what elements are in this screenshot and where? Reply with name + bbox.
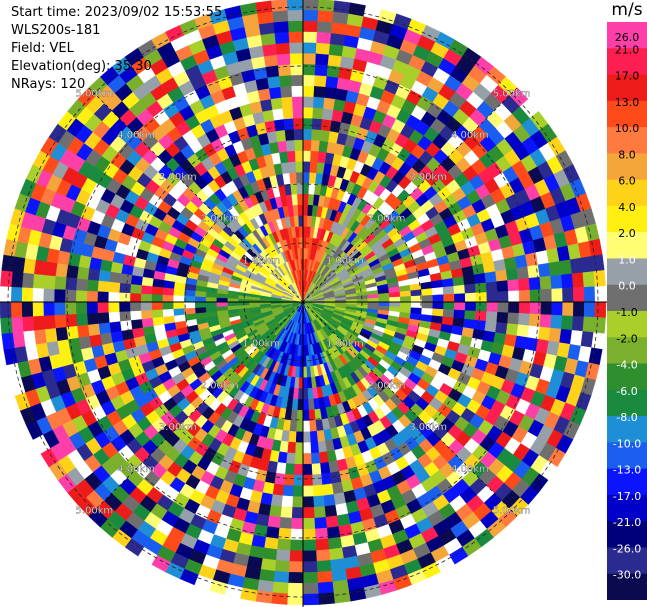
- diagonal-axis-line: [302, 301, 518, 517]
- colorbar-tick-label: -30.0: [613, 569, 641, 582]
- range-ring-label: 4.00km: [451, 464, 489, 475]
- range-ring-label: 1.00km: [242, 255, 280, 266]
- colorbar-swatch: [607, 389, 647, 417]
- range-ring-label: 4.00km: [117, 130, 155, 141]
- colorbar-swatch: [607, 311, 647, 338]
- colorbar-tick-label: -6.0: [616, 385, 637, 398]
- colorbar-tick-label: 2.0: [618, 227, 636, 240]
- colorbar-tick-label: 8.0: [618, 148, 636, 161]
- colorbar-tick-label: -17.0: [613, 490, 641, 503]
- colorbar-tick-label: 26.0: [615, 31, 640, 44]
- range-ring-label: 1.00km: [326, 255, 364, 266]
- range-ring-label: 2.00km: [368, 380, 406, 391]
- range-ring-label: 3.00km: [159, 172, 197, 183]
- colorbar-tick-label: -26.0: [613, 542, 641, 555]
- colorbar-tick-label: 17.0: [615, 70, 640, 83]
- elevation-label: Elevation(deg): 35.30: [11, 59, 152, 74]
- colorbar-tick-label: -4.0: [616, 359, 637, 372]
- range-ring-label: 4.00km: [117, 464, 155, 475]
- colorbar-swatch: [607, 337, 647, 365]
- colorbar-swatch: [607, 127, 647, 154]
- nrays-label: NRays: 120: [11, 77, 86, 92]
- instrument-label: WLS200s-181: [11, 23, 101, 38]
- colorbar-tick-label: -1.0: [616, 306, 637, 319]
- range-ring-label: 5.00km: [493, 88, 531, 99]
- colorbar-swatch: [607, 416, 647, 443]
- colorbar-tick-label: -2.0: [616, 332, 637, 345]
- colorbar-swatch: [607, 442, 647, 470]
- diagonal-axis-line: [88, 301, 304, 517]
- range-ring-label: 3.00km: [409, 172, 447, 183]
- colorbar-swatch: [607, 100, 647, 128]
- colorbar-tick-label: -13.0: [613, 464, 641, 477]
- range-ring-label: 3.00km: [409, 422, 447, 433]
- range-ring-label: 5.00km: [493, 506, 531, 517]
- colorbar-swatch: [607, 205, 647, 233]
- range-ring-label: 3.00km: [159, 422, 197, 433]
- colorbar-swatch: [607, 573, 647, 600]
- colorbar-swatch: [607, 179, 647, 207]
- ppi-velocity-plot: 1.00km 1.00km 1.00km 1.00km 2.00km 2.00km 2.00…: [0, 0, 607, 607]
- diagonal-axis-line: [302, 87, 518, 303]
- colorbar-tick-label: 4.0: [618, 201, 636, 214]
- field-label: Field: VEL: [11, 41, 74, 56]
- diagonal-axis-line: [88, 87, 304, 303]
- range-ring-label: 2.00km: [201, 380, 239, 391]
- start-time-label: Start time: 2023/09/02 15:53:55: [11, 5, 223, 20]
- colorbar-swatch: [607, 494, 647, 522]
- colorbar-tick-label: 21.0: [615, 43, 640, 56]
- colorbar-swatch: [607, 22, 647, 49]
- colorbar-tick-label: 6.0: [618, 175, 636, 188]
- colorbar-swatch: [607, 547, 647, 575]
- colorbar-swatch: [607, 284, 647, 312]
- colorbar-tick-label: 0.0: [618, 280, 636, 293]
- colorbar-title: m/s: [611, 0, 643, 20]
- colorbar-swatch: [607, 232, 647, 259]
- range-ring-label: 2.00km: [201, 214, 239, 225]
- colorbar-swatch: [607, 153, 647, 181]
- colorbar-tick-label: 1.0: [618, 253, 636, 266]
- colorbar-swatch: [607, 521, 647, 548]
- range-ring-label: 1.00km: [326, 339, 364, 350]
- colorbar-swatch: [607, 363, 647, 391]
- range-ring-label: 1.00km: [242, 339, 280, 350]
- crosshair-axes: [0, 0, 607, 607]
- colorbar-swatch: [607, 74, 647, 102]
- range-ring-label: 2.00km: [368, 214, 406, 225]
- range-ring-label: 5.00km: [75, 506, 113, 517]
- velocity-colorbar: 26.021.0 17.0 13.0 10.0 8.0 6.0 4.0 2.0 1.0 0.0 -1…: [607, 22, 647, 600]
- colorbar-tick-label: -21.0: [613, 516, 641, 529]
- colorbar-tick-label: -10.0: [613, 437, 641, 450]
- colorbar-swatch: [607, 468, 647, 496]
- colorbar-tick-label: -8.0: [616, 411, 637, 424]
- colorbar-tick-label: 13.0: [615, 96, 640, 109]
- range-ring-label: 5.00km: [75, 88, 113, 99]
- colorbar-swatch: [607, 48, 647, 76]
- ppi-range-gates: [0, 0, 607, 606]
- range-ring-label: 4.00km: [451, 130, 489, 141]
- range-ring-labels: 1.00km 1.00km 1.00km 1.00km 2.00km 2.00km 2.00…: [75, 88, 530, 516]
- colorbar-tick-label: 10.0: [615, 122, 640, 135]
- colorbar-swatch: [607, 258, 647, 286]
